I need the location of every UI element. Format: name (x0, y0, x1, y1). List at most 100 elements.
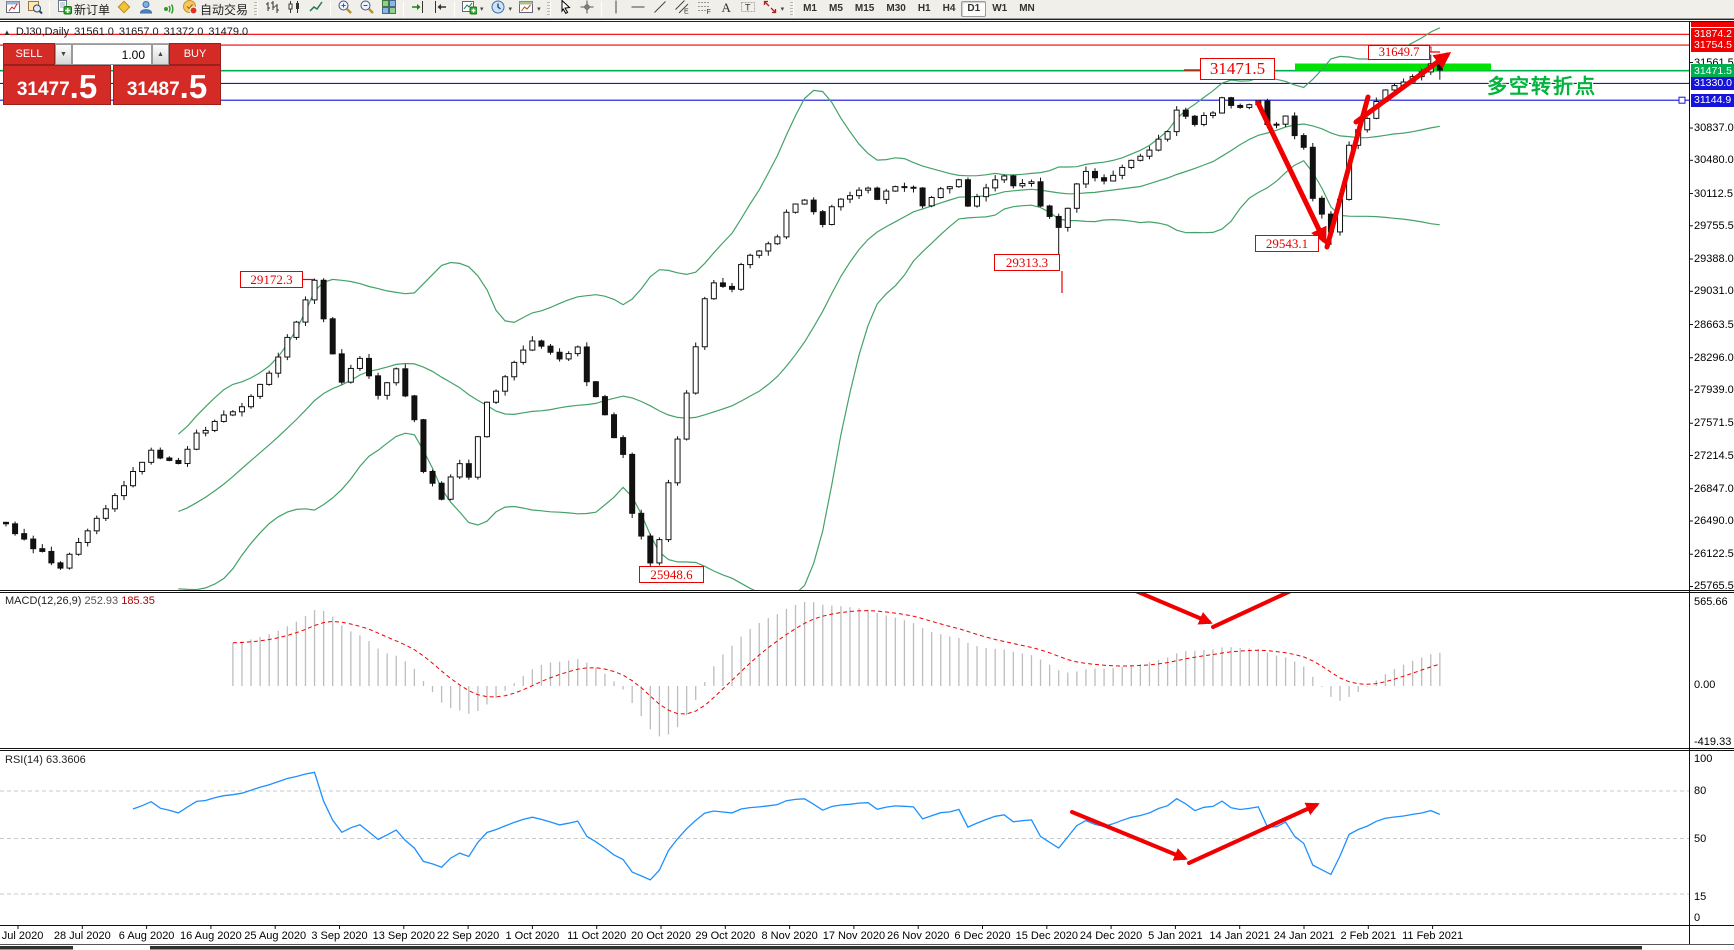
timeframe-m1[interactable]: M1 (803, 3, 817, 14)
time-axis-label: 6 Aug 2020 (118, 930, 175, 942)
indicators-button[interactable]: ▾ (458, 0, 487, 20)
chevron-down-icon: ▾ (780, 6, 785, 13)
price-level-badge: 31754.5 (1691, 38, 1734, 52)
price-level-badge: 31144.9 (1691, 93, 1734, 107)
vertical-line-icon (608, 0, 624, 20)
price-axis-tick: 27571.5 (1694, 417, 1734, 430)
h-scrollbar-left[interactable] (0, 946, 73, 950)
trendline-button[interactable] (649, 0, 671, 20)
new-order-label: 新订单 (74, 2, 111, 17)
ask-price[interactable]: 31487 .5 (113, 65, 221, 105)
toolbar-separator (49, 1, 50, 17)
fibonacci-button[interactable]: F (693, 1, 715, 18)
time-axis-label: 14 Jan 2021 (1209, 930, 1270, 942)
time-axis-label: 9 Jul 2020 (0, 930, 44, 942)
vertical-line-button[interactable] (605, 0, 627, 20)
new-order-button[interactable]: 新订单 (53, 0, 113, 18)
metaeditor-button[interactable] (113, 0, 135, 20)
timeframe-w1[interactable]: W1 (992, 3, 1008, 14)
bar-chart-icon (264, 0, 280, 20)
rsi-value: 63.3606 (45, 754, 86, 766)
time-axis-label: 20 Oct 2020 (631, 930, 691, 942)
price-axis-tick: 27214.5 (1694, 449, 1734, 462)
profiles-button[interactable] (24, 0, 46, 18)
ohlc-close: 31479.0 (208, 26, 249, 38)
price-axis-tick: 28296.0 (1694, 351, 1734, 364)
toolbar-grip (546, 1, 551, 17)
horizontal-line-button[interactable] (627, 1, 649, 18)
text-label-button[interactable]: T (737, 1, 759, 18)
time-axis-label: 5 Jan 2021 (1148, 930, 1203, 942)
price-annotation-label: 25948.6 (639, 566, 704, 583)
time-axis-label: 24 Jan 2021 (1273, 930, 1335, 942)
new-chart-button[interactable] (2, 0, 24, 18)
timeframe-mn[interactable]: MN (1019, 3, 1035, 14)
indicators-icon (461, 0, 478, 20)
timeframe-h4[interactable]: H4 (942, 3, 956, 14)
timeframe-h1[interactable]: H1 (917, 3, 931, 14)
volume-up-stepper[interactable]: ▲ (152, 44, 169, 65)
toolbar: 新订单 自动交易 ▾ ▾ ▾ E F A T ▾ M1 M5 M15 M30 H1 H4 D1 W1 MN (0, 0, 1734, 19)
periods-button[interactable]: ▾ (487, 0, 516, 18)
equidistant-channel-icon: E (674, 0, 690, 20)
ohlc-open: 31561.0 (74, 26, 114, 38)
time-axis-label: 3 Sep 2020 (311, 930, 368, 942)
trendline-icon (652, 0, 668, 20)
price-axis-tick: 28663.5 (1694, 318, 1734, 331)
candlestick-chart-button[interactable] (283, 0, 305, 20)
candlestick-chart-icon (286, 0, 302, 20)
sell-button[interactable]: SELL (3, 43, 55, 65)
h-scrollbar-thumb[interactable] (150, 946, 1642, 950)
ohlc-high: 31657.0 (118, 26, 159, 38)
tile-windows-button[interactable] (378, 0, 400, 18)
price-level-badge: 31330.0 (1691, 76, 1734, 90)
buy-button[interactable]: BUY (169, 43, 221, 65)
price-annotation-label: 31471.5 (1200, 58, 1275, 80)
autoscroll-button[interactable] (407, 0, 429, 20)
zoom-out-button[interactable] (356, 0, 378, 18)
autotrading-button[interactable]: 自动交易 (179, 0, 251, 18)
crosshair-button[interactable] (576, 0, 598, 20)
price-axis-tick: 29388.0 (1694, 253, 1734, 266)
rsi-label-row: RSI(14) 63.3606 (5, 754, 86, 766)
rsi-axis-tick: 80 (1694, 785, 1707, 797)
equidistant-channel-button[interactable]: E (671, 0, 693, 20)
autoscroll-icon (410, 0, 426, 20)
metaeditor-icon (116, 0, 132, 20)
price-axis-tick: 26122.5 (1694, 548, 1734, 561)
templates-button[interactable]: ▾ (515, 0, 544, 18)
text-button[interactable]: A (715, 0, 737, 20)
timeframe-d1[interactable]: D1 (961, 1, 987, 17)
timeframe-m15[interactable]: M15 (854, 3, 875, 14)
time-axis-label: 13 Sep 2020 (372, 930, 435, 942)
price-axis-tick: 30480.0 (1694, 154, 1734, 167)
cursor-button[interactable] (554, 0, 576, 18)
fibonacci-icon: F (696, 0, 712, 20)
timeframe-m5[interactable]: M5 (829, 3, 843, 14)
turning-point-annotation: 多空转折点 (1487, 76, 1597, 98)
bid-price[interactable]: 31477 .5 (3, 65, 111, 105)
price-axis-tick: 29031.0 (1694, 285, 1734, 298)
signals-button[interactable] (157, 1, 179, 18)
time-axis-label: 1 Oct 2020 (505, 930, 560, 942)
time-axis-label: 17 Nov 2020 (822, 930, 886, 942)
arrows-button[interactable]: ▾ (759, 0, 788, 18)
volume-input[interactable]: 1.00 (72, 44, 152, 65)
text-icon: A (718, 0, 734, 20)
zoom-in-button[interactable] (334, 0, 356, 20)
chart-shift-button[interactable] (429, 0, 451, 18)
timeframe-m30[interactable]: M30 (886, 3, 906, 14)
bid-frac: .5 (69, 68, 98, 105)
toolbar-separator (403, 1, 405, 17)
volume-down-stepper[interactable]: ▼ (55, 44, 72, 65)
toolbar-separator (600, 1, 602, 17)
bar-chart-button[interactable] (261, 0, 283, 20)
community-button[interactable] (135, 0, 157, 18)
bid-main: 31477 (16, 79, 70, 100)
crosshair-icon (579, 0, 595, 20)
line-chart-button[interactable] (305, 1, 327, 18)
macd-value-signal: 185.35 (121, 595, 155, 607)
zoom-in-icon (337, 0, 353, 20)
